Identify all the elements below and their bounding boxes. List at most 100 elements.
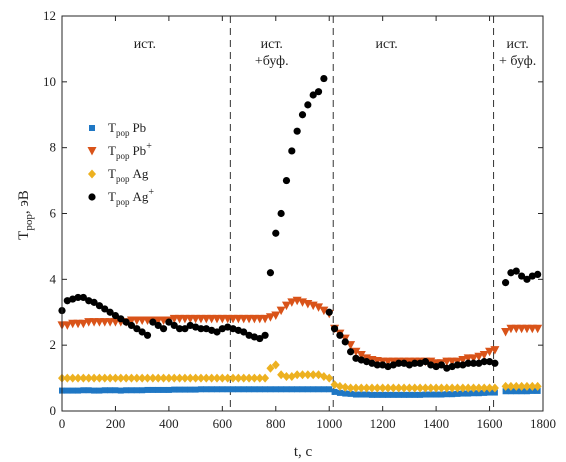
data-point: [298, 111, 307, 119]
data-point: [171, 386, 178, 393]
data-point: [518, 388, 525, 395]
data-point: [278, 386, 285, 393]
data-point: [106, 373, 115, 383]
y-axis-label-sub: pop: [23, 214, 35, 231]
data-point: [276, 306, 286, 316]
data-point: [534, 387, 541, 394]
data-point: [406, 391, 413, 398]
data-point: [533, 324, 543, 334]
data-point: [288, 147, 296, 155]
data-point: [133, 325, 141, 333]
data-point: [287, 298, 297, 307]
data-point: [111, 373, 120, 383]
data-point: [90, 373, 99, 383]
data-point: [438, 391, 445, 398]
data-point: [373, 383, 382, 393]
data-point: [512, 381, 521, 391]
data-point: [529, 387, 536, 394]
data-point: [122, 318, 130, 326]
data-point: [175, 325, 184, 333]
data-point: [271, 360, 280, 370]
data-point: [78, 319, 88, 329]
legend-item-3: Tpop Ag: [88, 166, 149, 184]
data-point: [224, 386, 231, 393]
data-point: [411, 391, 418, 398]
data-point: [379, 391, 386, 398]
data-point: [271, 311, 281, 321]
legend-label-ion: Ag: [132, 189, 148, 204]
data-point: [235, 386, 242, 393]
data-point: [123, 387, 130, 394]
data-point: [127, 373, 136, 383]
data-point: [533, 381, 542, 391]
data-point: [266, 363, 275, 373]
legend-item-1: Tpop Pb: [89, 120, 146, 138]
data-point: [192, 386, 199, 393]
data-point: [75, 387, 82, 394]
x-tick-label: 800: [266, 416, 286, 431]
data-point: [299, 386, 306, 393]
data-point: [513, 388, 520, 395]
data-point: [501, 381, 510, 391]
data-point: [486, 389, 493, 396]
data-point: [433, 391, 440, 398]
legend-item-4: Tpop Ag+: [88, 187, 154, 207]
data-point: [442, 383, 451, 393]
data-point: [202, 373, 211, 383]
data-point: [352, 391, 359, 398]
data-point: [474, 383, 483, 393]
data-point: [422, 391, 429, 398]
data-point: [272, 229, 280, 237]
data-point: [458, 383, 467, 393]
data-point: [342, 390, 349, 397]
legend-label: Tpop Ag: [108, 166, 149, 184]
data-point: [336, 331, 344, 339]
data-point: [117, 387, 124, 394]
data-point: [91, 387, 98, 394]
data-point: [374, 391, 381, 398]
data-point: [186, 373, 195, 383]
data-point: [523, 388, 530, 395]
data-point: [239, 373, 248, 383]
data-point: [277, 209, 285, 218]
y-tick-label: 0: [50, 403, 57, 418]
data-point: [458, 355, 468, 365]
legend-label-ion: Ag: [132, 166, 148, 181]
data-point: [358, 391, 365, 398]
data-point: [437, 383, 446, 393]
data-point: [176, 386, 183, 393]
legend-label-main: T: [108, 143, 116, 158]
data-point: [143, 373, 152, 383]
data-point: [363, 391, 370, 398]
data-point: [90, 298, 98, 306]
data-point: [196, 373, 205, 383]
data-point: [63, 373, 72, 383]
data-point: [501, 328, 511, 337]
data-point: [394, 383, 403, 393]
data-point: [154, 321, 162, 330]
legend-item-2: Tpop Pb+: [87, 141, 152, 161]
data-point: [106, 308, 114, 316]
data-point: [101, 305, 109, 313]
data-point: [128, 387, 135, 394]
region-label-4-line2: + буф.: [499, 54, 536, 69]
data-point: [281, 301, 291, 311]
y-axis-label-main: T: [16, 231, 32, 240]
legend-label-main: T: [108, 120, 116, 135]
data-point: [107, 387, 114, 394]
y-tick-label: 10: [43, 74, 56, 89]
data-point: [357, 383, 366, 393]
data-point: [181, 325, 189, 333]
data-point: [165, 318, 173, 326]
data-point: [187, 386, 194, 393]
data-point: [294, 386, 301, 393]
data-point: [395, 359, 403, 367]
data-point: [219, 386, 226, 393]
data-point: [191, 373, 200, 383]
data-point: [265, 313, 275, 322]
data-point: [117, 315, 125, 323]
data-point: [293, 370, 302, 380]
data-point: [479, 351, 489, 360]
data-point: [85, 387, 92, 394]
data-point: [68, 373, 77, 383]
